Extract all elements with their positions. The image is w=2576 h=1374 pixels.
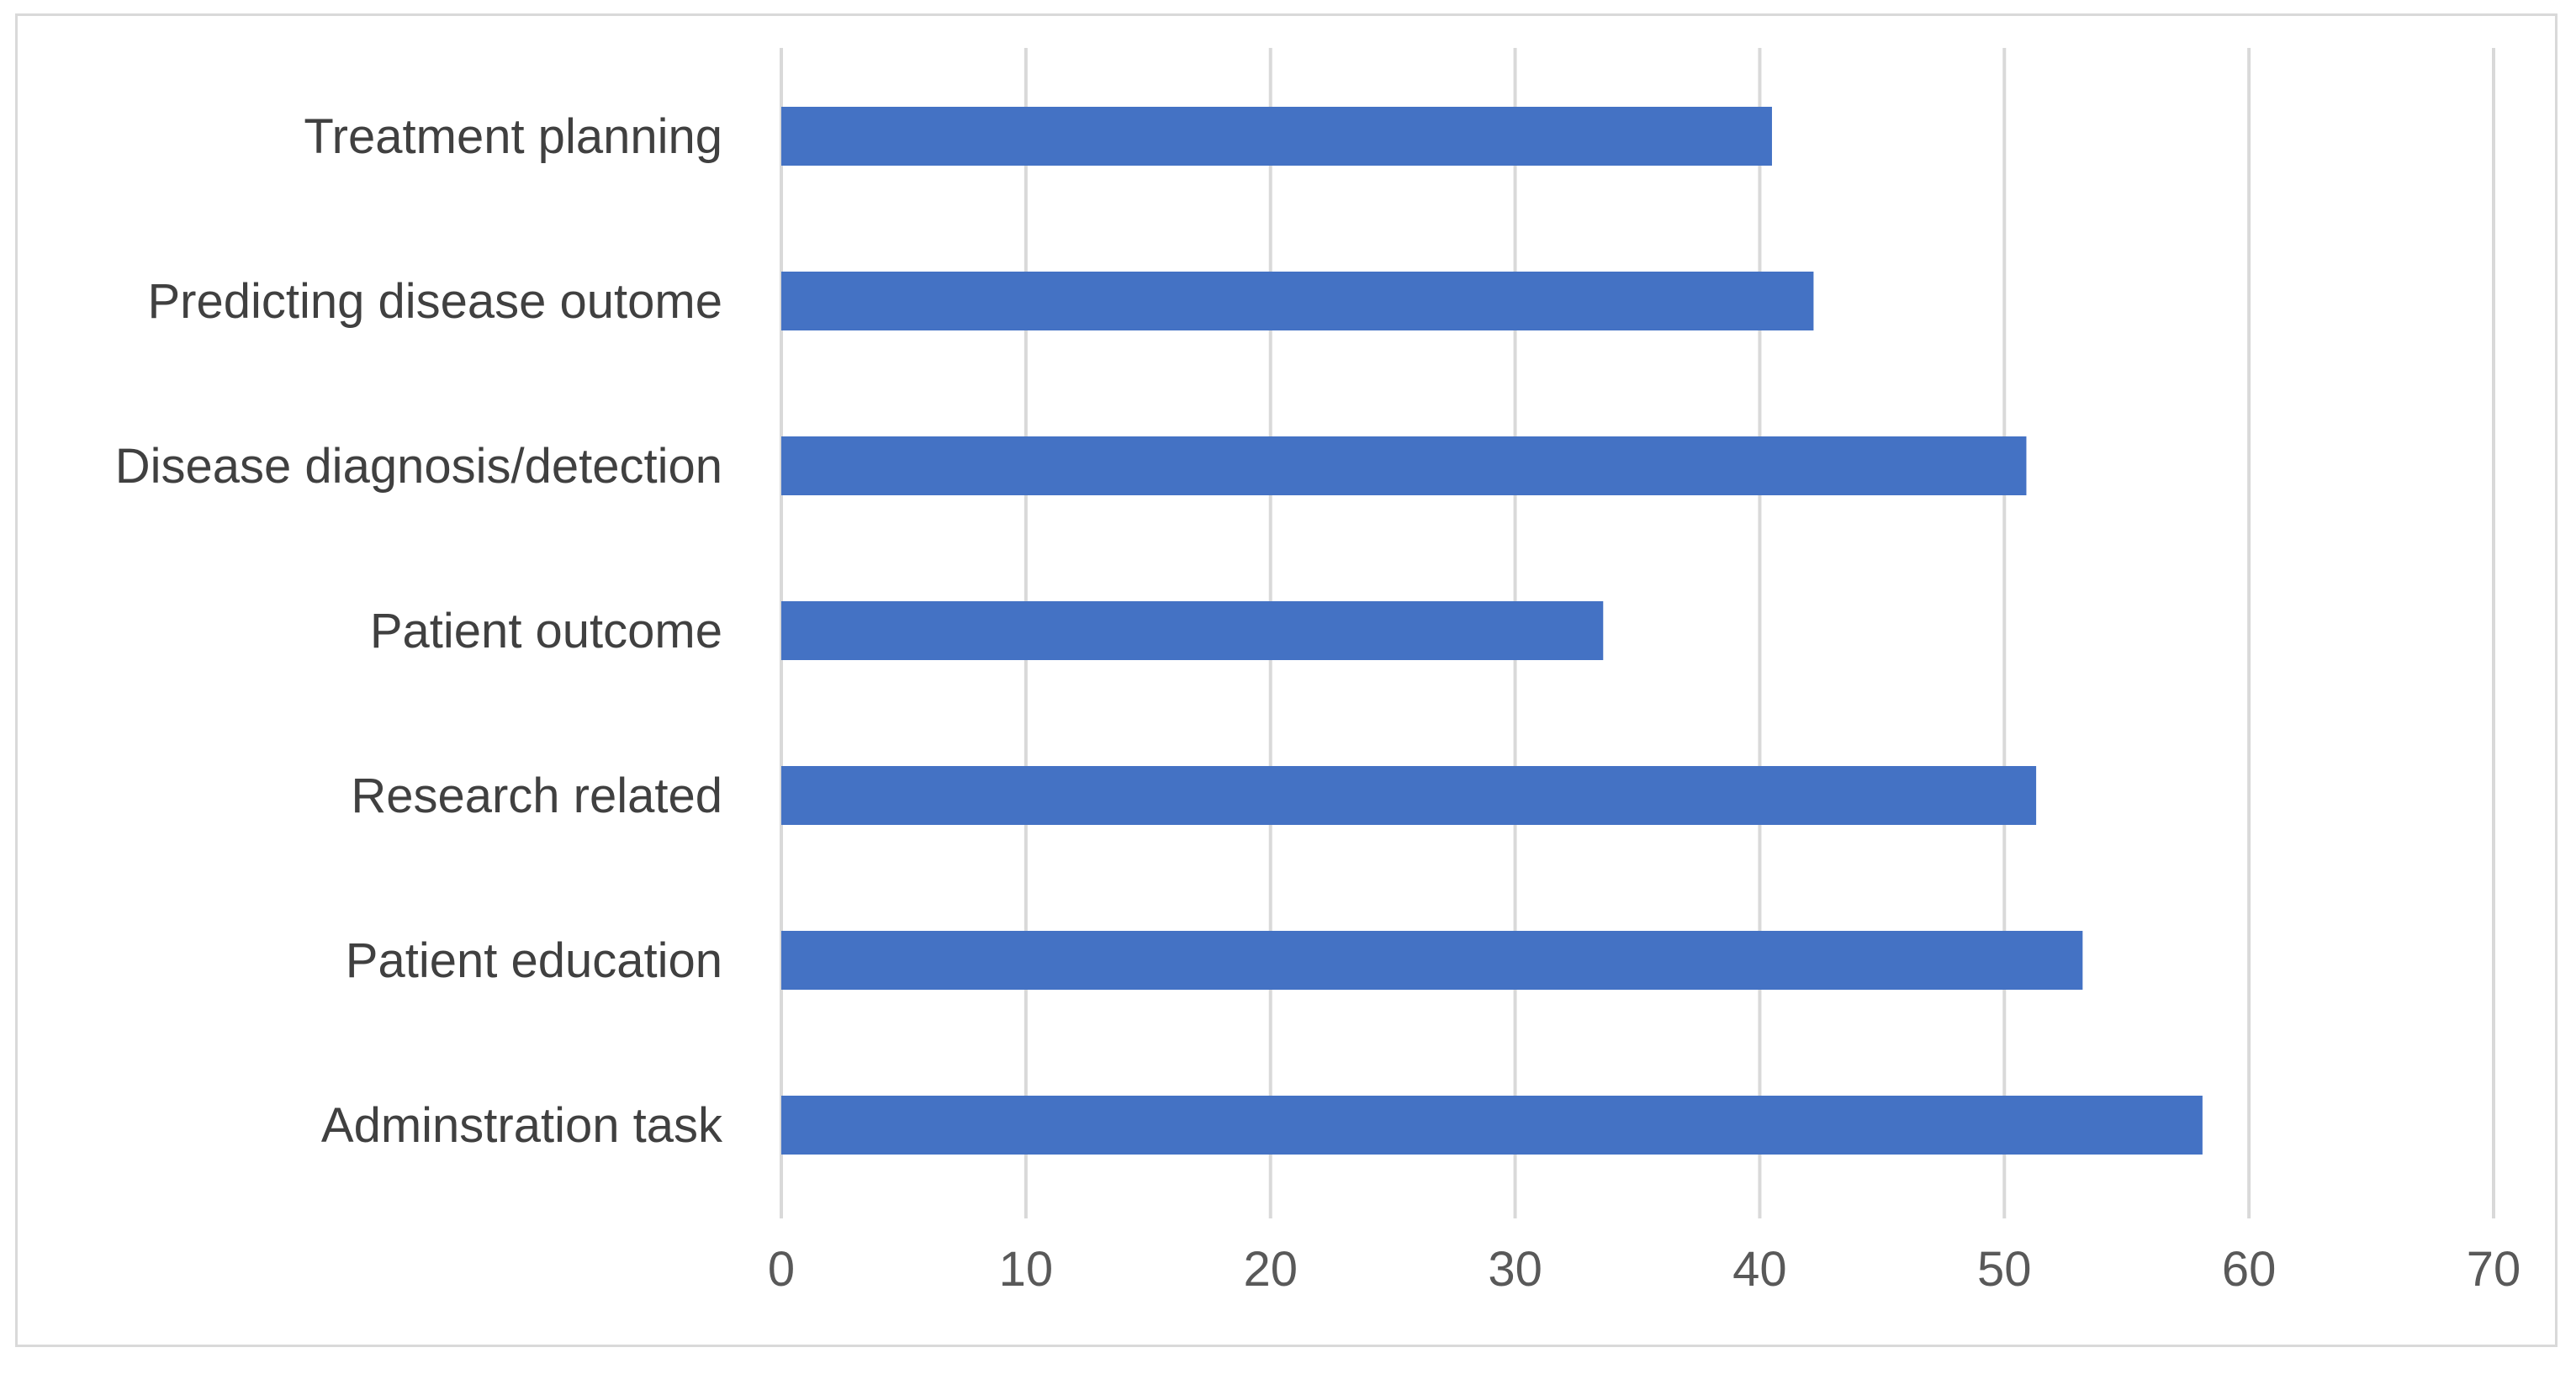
bar bbox=[781, 107, 1772, 166]
bars bbox=[781, 107, 2203, 1155]
bar bbox=[781, 272, 1814, 330]
x-axis-tick-labels: 0 10 20 30 40 50 60 70 bbox=[768, 1242, 2520, 1297]
chart-area: Treatment planning Predicting disease out… bbox=[15, 13, 2557, 1347]
x-tick-label: 60 bbox=[2222, 1242, 2277, 1297]
category-label: Patient education bbox=[346, 933, 722, 988]
x-tick-label: 70 bbox=[2467, 1242, 2521, 1297]
category-label: Research related bbox=[351, 769, 722, 823]
bar bbox=[781, 1096, 2203, 1155]
category-label: Adminstration task bbox=[321, 1098, 723, 1153]
x-tick-label: 50 bbox=[1977, 1242, 2032, 1297]
category-label: Disease diagnosis/detection bbox=[115, 439, 722, 494]
x-tick-label: 0 bbox=[768, 1242, 795, 1297]
bar bbox=[781, 436, 2027, 495]
x-tick-label: 30 bbox=[1488, 1242, 1542, 1297]
category-label: Predicting disease outome bbox=[147, 274, 722, 329]
x-tick-label: 10 bbox=[999, 1242, 1054, 1297]
x-tick-label: 40 bbox=[1732, 1242, 1787, 1297]
bar bbox=[781, 601, 1604, 660]
bar bbox=[781, 931, 2083, 990]
category-label: Patient outcome bbox=[370, 604, 722, 658]
bar-chart: Treatment planning Predicting disease out… bbox=[115, 48, 2520, 1297]
bar bbox=[781, 766, 2037, 825]
x-tick-label: 20 bbox=[1243, 1242, 1298, 1297]
category-labels: Treatment planning Predicting disease out… bbox=[115, 109, 723, 1153]
category-label: Treatment planning bbox=[304, 109, 722, 164]
